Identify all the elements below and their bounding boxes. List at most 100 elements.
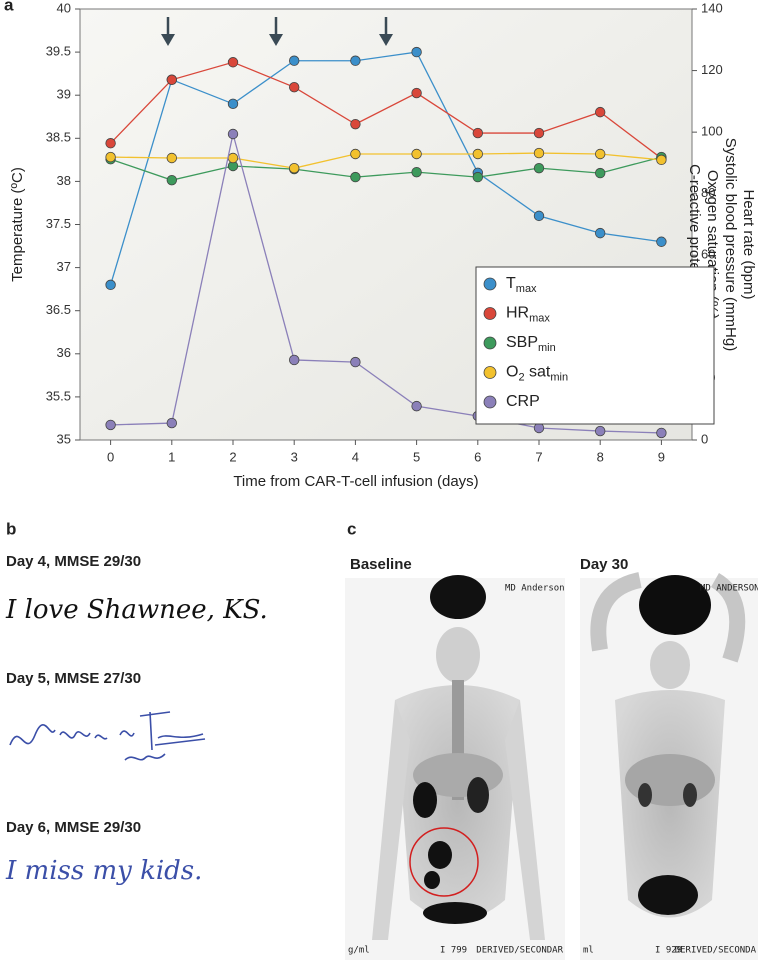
y2-tick-label: 140 [701,0,723,15]
y2-tick-label: 60 [701,247,715,262]
legend-label: CRP [506,393,540,410]
x-tick-label: 1 [168,449,175,464]
y2-tick-label: 120 [701,62,723,77]
arrows [161,17,393,46]
series-marker [289,81,300,93]
y-tick-label: 35 [57,431,71,446]
series-marker [533,422,545,434]
y-tick-label: 38.5 [46,130,71,145]
panel-label: c [347,519,356,538]
series-marker [656,427,667,439]
legend-label-part: CRP [506,393,540,410]
legend-label: HRmax [506,305,550,325]
series-marker [350,55,361,66]
series-marker [472,148,484,160]
caption: Day 5, MMSE 27/30 [6,670,141,687]
series-marker [105,419,116,431]
y-tick-label: 39.5 [46,44,71,59]
series-marker [350,148,361,160]
scan-header: MD ANDERSON C [700,584,758,594]
y2-axis-title: Systolic blood pressure (mmHg) [722,138,739,351]
series-marker [227,152,239,164]
series-marker [289,55,300,66]
panel-label: a [4,0,14,14]
series-marker [166,174,178,186]
series-marker [289,162,300,174]
legend-label-part: T [506,275,516,292]
series-marker [533,210,545,222]
x-tick-label: 4 [352,449,359,464]
series-marker [166,74,178,86]
legend-label-part: sat [525,364,551,381]
series-marker [656,236,667,247]
legend-label: Tmax [506,275,537,295]
legend-marker [483,277,497,291]
caption: Day 4, MMSE 29/30 [6,553,141,570]
y-tick-label: 40 [57,0,71,15]
series-marker [350,356,361,368]
legend-label-part: min [550,371,568,383]
y-tick-label: 38 [57,173,71,188]
x-tick-label: 2 [229,449,236,464]
caption: Day 6, MMSE 29/30 [6,819,141,836]
legend-label: O2 satmin [506,364,568,384]
x-tick-label: 6 [474,449,481,464]
legend-label-part: min [538,342,556,354]
series-line [110,61,662,159]
series-marker [472,171,484,183]
handwriting-scribble [9,711,206,761]
series-marker [595,227,606,239]
series-marker [595,148,606,160]
scan-footer: I 799 [440,946,467,956]
legend-label-part: HR [506,305,529,322]
legend-label-part: max [529,312,550,324]
series-marker [411,400,422,412]
series-marker [166,417,178,429]
series-marker [289,354,300,366]
series-marker [411,148,422,160]
series-line [110,152,662,169]
series-marker [105,279,116,291]
y2-tick-label: 80 [701,185,715,200]
series-marker [227,57,239,68]
series-marker [105,151,116,163]
series-marker [411,87,422,99]
series-marker [411,46,422,58]
y-axis-title: Temperature (ºC) [9,167,26,282]
y-tick-label: 36.5 [46,302,71,317]
series-marker [533,162,545,174]
y-tick-label: 37.5 [46,216,71,231]
series-marker [595,106,606,118]
series-line [110,156,662,181]
legend-label-part: SBP [506,334,538,351]
series-line [110,133,662,434]
series-marker [105,138,116,149]
series-marker [350,118,361,130]
x-tick-label: 9 [658,449,665,464]
series-marker [533,147,545,159]
y2-axis-title: Heart rate (bpm) [740,189,757,299]
handwriting: I love Shawnee, KS. [5,595,268,625]
y-tick-label: 37 [57,259,71,274]
scan-footer: I 929 [655,946,682,956]
scan-footer: DERIVED/SECONDAR [476,946,563,956]
y-tick-label: 39 [57,87,71,102]
handwriting: I miss my kids. [5,856,202,886]
legend-marker [483,307,497,320]
legend-marker [483,395,497,409]
series-marker [656,154,667,166]
legend-marker [483,366,497,379]
x-tick-label: 3 [291,449,298,464]
scan-image [345,575,565,960]
series-marker [166,152,178,164]
scan-title: Day 30 [580,556,628,573]
scan-header: MD Anderson [505,584,565,594]
scan-footer: g/ml [348,946,370,956]
series-marker [227,128,239,140]
panel-label: b [6,519,16,538]
x-tick-label: 0 [107,449,114,464]
series-marker [595,425,606,437]
series-marker [411,166,422,178]
scan-footer: DERIVED/SECONDA [675,946,757,956]
